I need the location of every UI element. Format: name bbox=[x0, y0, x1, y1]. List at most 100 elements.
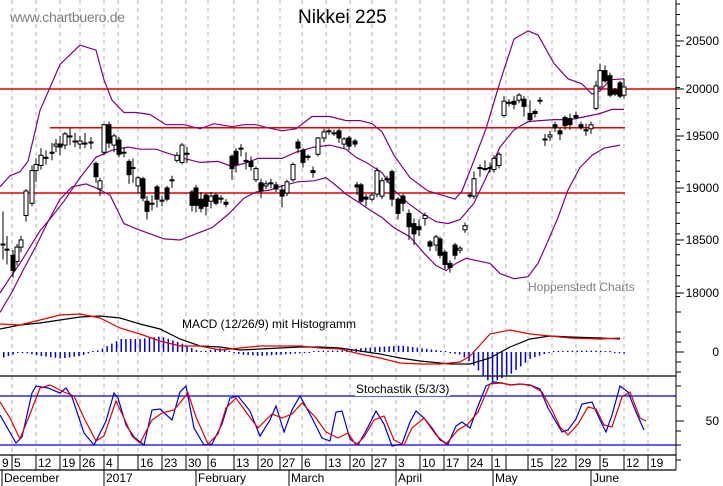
candle bbox=[4, 248, 10, 251]
candle bbox=[521, 98, 527, 107]
candle bbox=[422, 214, 428, 220]
candle bbox=[243, 159, 249, 162]
candle bbox=[130, 167, 136, 170]
candle bbox=[111, 135, 117, 146]
candle bbox=[213, 194, 219, 204]
date-label: 23 bbox=[164, 456, 178, 470]
axis-frame bbox=[0, 0, 684, 486]
y-axis-label: 19000 bbox=[685, 181, 719, 195]
candle bbox=[67, 135, 73, 138]
macd-label: MACD (12/26/9) mit Histogramm bbox=[182, 317, 357, 331]
candle bbox=[411, 223, 417, 235]
macd-macd-line bbox=[0, 315, 621, 365]
candle bbox=[496, 153, 502, 166]
candle bbox=[467, 194, 473, 197]
date-label: 12 bbox=[626, 456, 640, 470]
candle bbox=[208, 195, 214, 202]
month-label: May bbox=[495, 471, 518, 485]
candle bbox=[389, 171, 395, 200]
candle bbox=[346, 137, 352, 147]
candle bbox=[23, 190, 29, 216]
date-label bbox=[506, 456, 508, 470]
candle bbox=[169, 179, 175, 182]
candle bbox=[258, 182, 264, 192]
candle bbox=[218, 197, 224, 200]
candle bbox=[164, 187, 170, 200]
date-label: 12 bbox=[38, 456, 52, 470]
site-watermark: www.chartbuero.de bbox=[10, 9, 125, 25]
candle bbox=[487, 167, 493, 170]
candle bbox=[552, 124, 558, 129]
candle bbox=[527, 112, 533, 121]
bollinger-middle bbox=[0, 108, 624, 294]
candle bbox=[358, 184, 364, 202]
candle bbox=[442, 251, 448, 265]
candle bbox=[203, 194, 209, 207]
date-label: 3 bbox=[398, 456, 405, 470]
candle bbox=[154, 186, 160, 200]
candle bbox=[567, 118, 573, 126]
candle bbox=[447, 262, 453, 269]
candle bbox=[437, 238, 443, 256]
month-label: 2017 bbox=[106, 471, 133, 485]
candle bbox=[532, 110, 538, 114]
candle bbox=[300, 149, 306, 163]
date-label: 5 bbox=[602, 456, 609, 470]
candle bbox=[263, 183, 269, 187]
candle bbox=[305, 155, 311, 158]
date-label: 6 bbox=[210, 456, 217, 470]
candle bbox=[516, 94, 522, 101]
candle bbox=[97, 180, 103, 190]
candle bbox=[326, 130, 332, 133]
date-label: 13 bbox=[236, 456, 250, 470]
stoch-pct-k-line bbox=[0, 381, 645, 447]
date-label: 5 bbox=[14, 456, 21, 470]
candle bbox=[542, 138, 548, 141]
date-label: 22 bbox=[554, 456, 568, 470]
candle bbox=[198, 198, 204, 209]
candle bbox=[427, 241, 433, 247]
date-label: 29 bbox=[578, 456, 592, 470]
date-label: 27 bbox=[282, 456, 296, 470]
date-label: 27 bbox=[374, 456, 388, 470]
vertical-gridlines bbox=[11, 0, 649, 455]
candle bbox=[290, 163, 296, 181]
date-label: 15 bbox=[530, 456, 544, 470]
date-label: 30 bbox=[188, 456, 202, 470]
candle bbox=[400, 195, 406, 204]
candle bbox=[72, 140, 78, 143]
date-label: 9 bbox=[2, 456, 9, 470]
candle bbox=[184, 152, 190, 155]
candle bbox=[253, 168, 259, 181]
candle bbox=[144, 200, 150, 212]
candle bbox=[578, 124, 584, 129]
candle bbox=[511, 100, 517, 105]
stochastic-label: Stochastik (5/3/3) bbox=[355, 382, 451, 396]
date-label: 19 bbox=[62, 456, 76, 470]
date-label: 26 bbox=[82, 456, 96, 470]
support-resistance-lines bbox=[0, 88, 676, 194]
candle bbox=[121, 151, 127, 154]
date-label: 20 bbox=[260, 456, 274, 470]
candle bbox=[457, 247, 463, 251]
date-label: 19 bbox=[650, 456, 664, 470]
candle bbox=[49, 151, 55, 154]
candle bbox=[617, 82, 623, 97]
date-label: 24 bbox=[470, 456, 484, 470]
date-label: 6 bbox=[304, 456, 311, 470]
bollinger-upper bbox=[0, 30, 625, 200]
candle bbox=[106, 124, 112, 144]
candle bbox=[193, 187, 199, 206]
candle bbox=[62, 133, 68, 146]
candle bbox=[179, 144, 185, 163]
candle bbox=[395, 198, 401, 214]
stoch-pct-d-line bbox=[0, 382, 647, 446]
candle bbox=[53, 143, 59, 147]
chart-credit: Hoppenstedt Charts bbox=[528, 280, 635, 294]
candle bbox=[501, 100, 507, 117]
date-label: 1 bbox=[494, 456, 501, 470]
y-axis-label: 20000 bbox=[685, 82, 719, 96]
macd-signal-line bbox=[0, 313, 621, 365]
candle bbox=[336, 130, 342, 139]
y-axis-label: 19500 bbox=[685, 129, 719, 143]
